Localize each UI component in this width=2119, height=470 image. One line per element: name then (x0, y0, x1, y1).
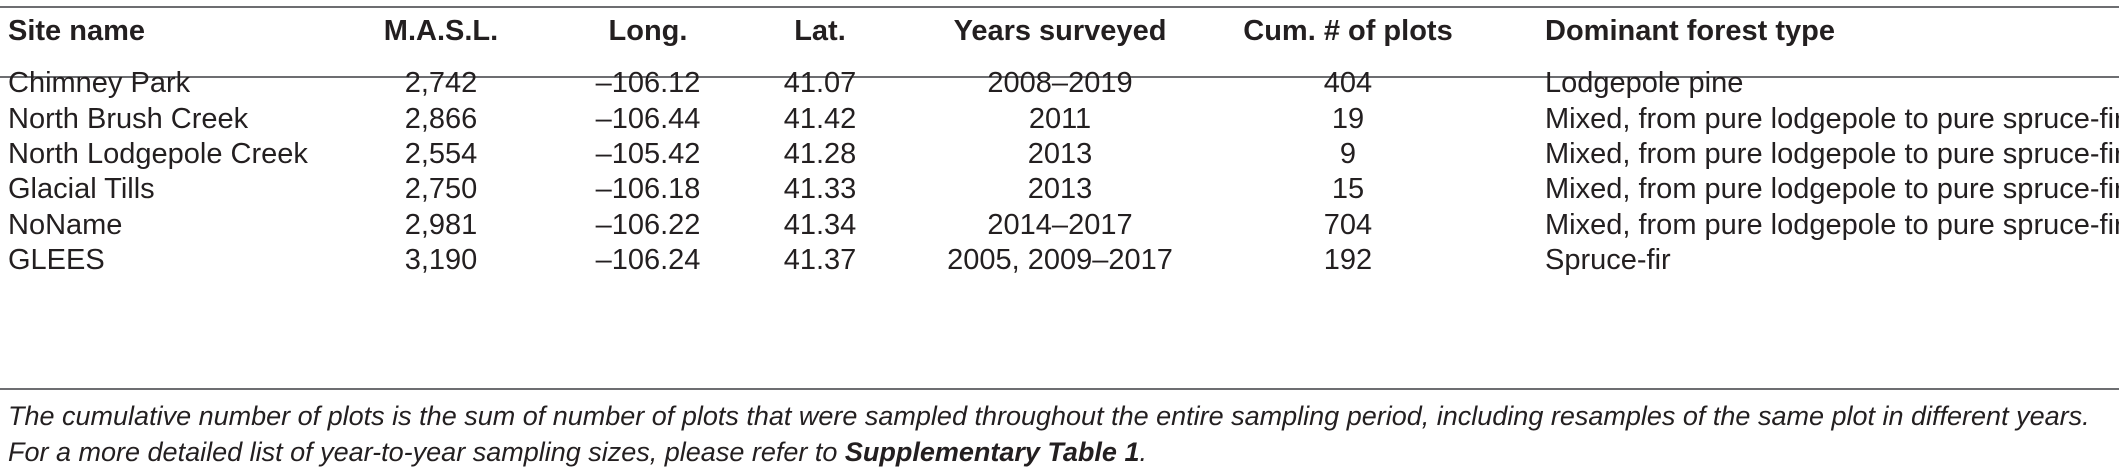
cell-cumulative-plots: 192 (1323, 244, 1373, 276)
cell-site-name: Chimney Park (8, 67, 191, 99)
cell-forest-type: Mixed, from pure lodgepole to pure spruc… (1545, 209, 2119, 241)
table-row: Glacial Tills 2,750 –106.18 41.33 2013 1… (0, 164, 2119, 214)
cell-cumulative-plots: 19 (1331, 103, 1365, 135)
cell-latitude: 41.07 (783, 67, 857, 99)
supplementary-table-link[interactable]: Supplementary Table 1 (844, 437, 1140, 467)
header-years-surveyed: Years surveyed (953, 15, 1167, 47)
cell-latitude: 41.34 (783, 209, 857, 241)
cell-masl: 3,190 (404, 244, 478, 276)
cell-longitude: –105.42 (595, 138, 701, 170)
header-latitude: Lat. (794, 15, 846, 47)
cell-site-name: North Brush Creek (8, 103, 249, 135)
cell-forest-type: Mixed, from pure lodgepole to pure spruc… (1545, 173, 2119, 205)
cell-masl: 2,554 (404, 138, 478, 170)
cell-site-name: North Lodgepole Creek (8, 138, 308, 170)
cell-longitude: –106.22 (595, 209, 701, 241)
cell-longitude: –106.18 (595, 173, 701, 205)
cell-latitude: 41.37 (783, 244, 857, 276)
table-row: North Brush Creek 2,866 –106.44 41.42 20… (0, 94, 2119, 144)
table-header-row: Site name M.A.S.L. Long. Lat. Years surv… (0, 6, 2119, 56)
table-row: North Lodgepole Creek 2,554 –105.42 41.2… (0, 129, 2119, 179)
header-longitude: Long. (608, 15, 688, 47)
footnote-text: The cumulative number of plots is the su… (8, 401, 2090, 467)
cell-forest-type: Mixed, from pure lodgepole to pure spruc… (1545, 138, 2119, 170)
cell-years-surveyed: 2011 (1028, 103, 1092, 135)
table-row: GLEES 3,190 –106.24 41.37 2005, 2009–201… (0, 235, 2119, 285)
table-header-rule (0, 76, 2119, 78)
cell-years-surveyed: 2008–2019 (987, 67, 1133, 99)
table-top-rule (0, 6, 2119, 8)
table-bottom-rule (0, 388, 2119, 390)
cell-masl: 2,866 (404, 103, 478, 135)
cell-years-surveyed: 2014–2017 (987, 209, 1133, 241)
cell-longitude: –106.24 (595, 244, 701, 276)
table-row: Chimney Park 2,742 –106.12 41.07 2008–20… (0, 58, 2119, 108)
cell-longitude: –106.44 (595, 103, 701, 135)
cell-cumulative-plots: 15 (1331, 173, 1365, 205)
table-row: NoName 2,981 –106.22 41.34 2014–2017 704… (0, 200, 2119, 250)
cell-masl: 2,750 (404, 173, 478, 205)
header-cumulative-plots: Cum. # of plots (1243, 15, 1453, 47)
cell-masl: 2,742 (404, 67, 478, 99)
cell-cumulative-plots: 9 (1339, 138, 1357, 170)
header-site-name: Site name (8, 15, 145, 47)
cell-forest-type: Mixed, from pure lodgepole to pure spruc… (1545, 103, 2119, 135)
header-forest-type: Dominant forest type (1545, 15, 1836, 47)
cell-cumulative-plots: 404 (1323, 67, 1373, 99)
cell-forest-type: Spruce-fir (1545, 244, 1671, 276)
cell-longitude: –106.12 (595, 67, 701, 99)
cell-latitude: 41.42 (783, 103, 857, 135)
cell-latitude: 41.33 (783, 173, 857, 205)
cell-years-surveyed: 2013 (1027, 173, 1093, 205)
cell-years-surveyed: 2005, 2009–2017 (947, 244, 1173, 276)
cell-site-name: Glacial Tills (8, 173, 155, 205)
cell-masl: 2,981 (404, 209, 478, 241)
table-footnote: The cumulative number of plots is the su… (8, 398, 2108, 470)
cell-years-surveyed: 2013 (1027, 138, 1093, 170)
cell-site-name: NoName (8, 209, 123, 241)
header-masl: M.A.S.L. (383, 15, 499, 47)
cell-forest-type: Lodgepole pine (1545, 67, 1744, 99)
cell-cumulative-plots: 704 (1323, 209, 1373, 241)
footnote-end: . (1139, 437, 1147, 467)
cell-latitude: 41.28 (783, 138, 857, 170)
cell-site-name: GLEES (8, 244, 105, 276)
